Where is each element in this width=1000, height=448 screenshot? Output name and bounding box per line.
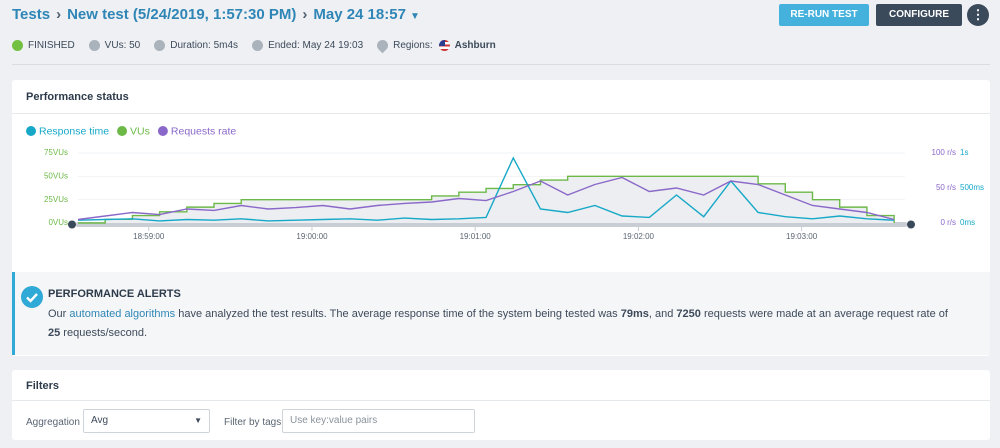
link[interactable]: automated algorithms (69, 308, 176, 320)
tick-label: 25VUs (44, 195, 68, 204)
area (78, 176, 895, 223)
tick-label: 500ms (960, 183, 984, 192)
rerun-button[interactable]: RE-RUN TEST (779, 4, 869, 26)
x-tick-label: 18:59:00 (133, 232, 165, 241)
line (77, 176, 895, 221)
tick-label: 0 r/s (940, 218, 956, 227)
legend: Response time VUs Requests rate (26, 125, 236, 137)
aggregation-label: Aggregation (26, 417, 80, 428)
tick-label: 1s (960, 148, 968, 157)
ended-icon (252, 40, 264, 51)
alert-title: PERFORMANCE ALERTS (48, 288, 181, 300)
regions-label: Regions: (393, 40, 433, 51)
more-button[interactable]: ⋮ (967, 4, 989, 26)
legend-swatch (117, 126, 128, 136)
status-bar: FINISHED VUs: 50 Duration: 5m4s Ended: M… (12, 37, 510, 54)
filters-title: Filters (26, 380, 60, 392)
legend-label: Response time (39, 125, 109, 137)
legend-label: VUs (130, 125, 150, 137)
run-selector[interactable]: May 24 18:57 (313, 6, 406, 23)
vus-icon (88, 40, 100, 51)
text: , and (648, 308, 677, 320)
divider (12, 113, 990, 114)
tick-label: 75VUs (44, 148, 68, 157)
divider (12, 400, 990, 401)
chart: 0VUs 25VUs 50VUs 75VUs 0 r/s 50 r/s 100 r/s 0ms… (26, 125, 984, 241)
highlight: 7250 (676, 308, 701, 320)
text: requests/second. (60, 327, 148, 339)
region-name: Ashburn (454, 40, 496, 51)
tick-label: 0VUs (48, 218, 68, 227)
tick-label: 0ms (960, 218, 975, 227)
text: requests were made at an average request… (700, 308, 948, 320)
caret: ▼ (409, 11, 420, 22)
region-icon (374, 37, 391, 54)
breadcrumb: Tests › New test (5/24/2019, 1:57:30 PM) › M… (12, 6, 420, 23)
panel-title: Performance status (26, 91, 129, 103)
tags-label: Filter by tags (224, 417, 282, 428)
scroll-right (907, 220, 915, 229)
divider (12, 64, 990, 65)
legend-swatch (26, 126, 36, 136)
duration-text: Duration: 5m4s (170, 40, 239, 51)
highlight: 79ms (620, 308, 649, 320)
configure-button[interactable]: CONFIGURE (876, 4, 962, 26)
line (77, 156, 895, 222)
scroll-left (68, 220, 76, 229)
alert-text: Our automated algorithms have analyzed t… (48, 305, 948, 343)
legend-label: Requests rate (171, 125, 237, 137)
vus-text: VUs: 50 (104, 40, 141, 51)
legend-swatch (157, 126, 168, 136)
tick-label: 100 r/s (932, 148, 956, 157)
alert-box: PERFORMANCE ALERTS Our automated algorit… (12, 272, 990, 355)
duration-icon (154, 40, 166, 51)
aggregation-select[interactable]: Avg ▼ (83, 409, 210, 433)
highlight: 25 (48, 327, 61, 339)
caret: ▼ (194, 416, 202, 425)
x-tick-label: 19:01:00 (460, 232, 492, 241)
status-icon (12, 40, 23, 51)
separator: › (56, 6, 62, 23)
tick-label: 50 r/s (936, 183, 956, 192)
separator: › (302, 6, 308, 23)
x-tick-label: 19:03:00 (786, 232, 818, 241)
x-tick-label: 19:00:00 (296, 232, 328, 241)
tags-input[interactable]: Use key:value pairs (282, 409, 475, 433)
text: Our (48, 308, 70, 320)
breadcrumb-link[interactable]: New test (5/24/2019, 1:57:30 PM) (67, 6, 297, 23)
breadcrumb-link[interactable]: Tests (12, 6, 51, 23)
x-tick-label: 19:02:00 (623, 232, 655, 241)
check-icon (21, 286, 43, 308)
scrollbar (76, 222, 907, 227)
ended-text: Ended: May 24 19:03 (268, 40, 364, 51)
flag-icon (438, 40, 450, 51)
status-text: FINISHED (28, 40, 75, 51)
line (78, 175, 895, 224)
tick-label: 50VUs (44, 171, 68, 180)
text: have analyzed the test results. The aver… (175, 308, 621, 320)
select-value: Avg (91, 415, 109, 426)
